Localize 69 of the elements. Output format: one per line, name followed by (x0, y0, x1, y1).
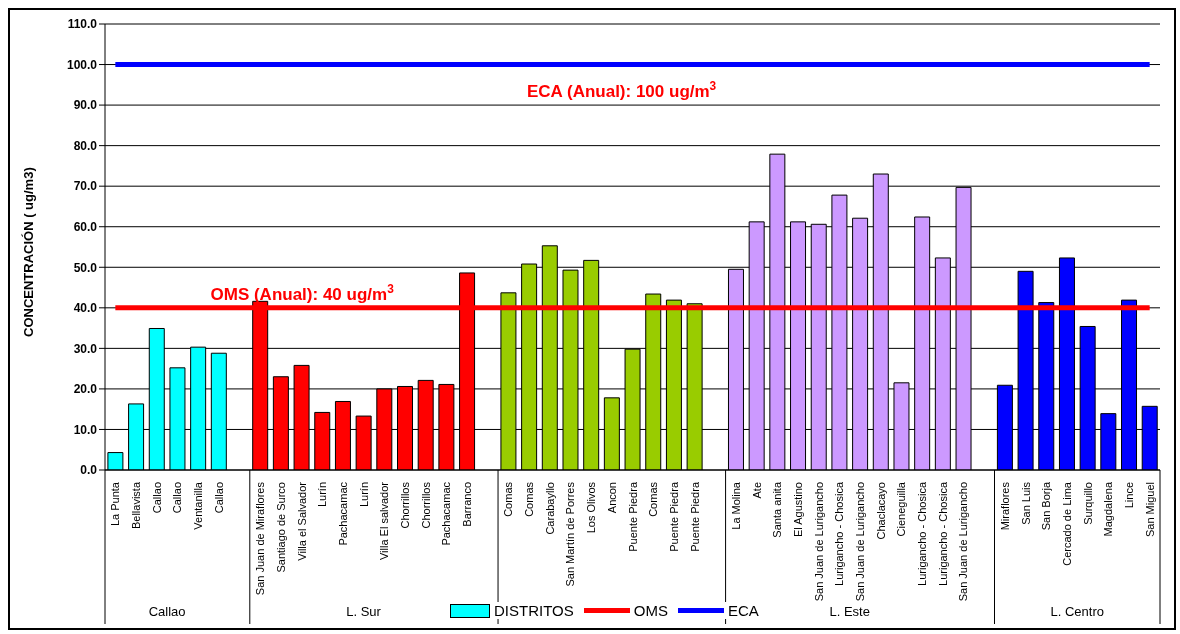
y-tick-label: 30.0 (73, 341, 98, 356)
x-tick-label: Lurigancho - Chosica (833, 481, 846, 586)
x-tick-label: Villa el Salvador (295, 481, 308, 561)
x-tick-label: Callao (171, 482, 184, 514)
x-tick-label: Carabayllo (543, 482, 556, 535)
x-tick-label: Santa anita (771, 481, 784, 538)
x-tick-label: La Punta (109, 481, 122, 527)
x-tick-label: Villa El salvador (378, 481, 391, 561)
x-tick-label: San Juan de Miraflores (254, 481, 267, 596)
y-tick-label: 10.0 (73, 422, 98, 437)
y-tick-label: 20.0 (73, 382, 98, 397)
y-tick-label: 50.0 (73, 260, 98, 275)
x-tick-label: Puente Piedra (667, 481, 680, 552)
x-tick-label: El Agustino (791, 482, 804, 538)
x-tick-label: San Borja (1040, 481, 1053, 531)
legend-label: DISTRITOS (494, 602, 574, 619)
x-tick-label: San Juan de Lurigancho (812, 482, 825, 602)
x-tick-label: San Juan de Lurigancho (957, 482, 970, 602)
legend-label: ECA (727, 602, 759, 619)
text: L. Este (829, 604, 870, 619)
text: L. Sur (346, 604, 382, 619)
x-tick-label: Magdalena (1102, 481, 1115, 537)
x-tick-label: Miraflores (998, 481, 1011, 531)
y-tick-label: 0.0 (80, 463, 98, 478)
text: L. Centro (1050, 604, 1104, 619)
y-tick-label: 70.0 (73, 179, 98, 194)
x-tick-label: Pachacamac (336, 481, 349, 546)
x-tick-label: Ate (750, 482, 763, 499)
x-tick-label: Lurigancho - Chosica (916, 481, 929, 586)
legend-label: OMS (633, 602, 668, 619)
x-tick-label: Chorrillos (419, 481, 432, 529)
y-tick-label: 60.0 (73, 219, 98, 234)
x-tick-label: Puente Piedra (688, 481, 701, 552)
x-tick-label: Callao (212, 482, 225, 514)
x-tick-label: Comas (523, 481, 536, 517)
annotation: ECA (Anual): 100 ug/m$^{3}$ (527, 78, 717, 101)
x-tick-label: Lurín (316, 482, 329, 508)
x-tick-label: Comas (647, 481, 660, 517)
x-tick-label: Ancon (605, 482, 618, 514)
x-tick-label: San Martín de Porres (564, 481, 577, 587)
y-tick-label: 100.0 (66, 57, 98, 72)
x-tick-label: Chaclacayo (874, 482, 887, 540)
x-tick-label: Cercado de Lima (1060, 481, 1073, 566)
y-tick-label: 40.0 (73, 301, 98, 316)
x-tick-label: Lurigancho - Chosica (936, 481, 949, 586)
x-tick-label: Cieneguilla (895, 481, 908, 537)
x-tick-label: Comas (502, 481, 515, 517)
x-tick-label: Lince (1122, 482, 1135, 509)
x-tick-label: La Molina (729, 481, 742, 530)
text: Callao (148, 604, 186, 619)
x-tick-label: San Juan de Lurigancho (854, 482, 867, 602)
annotation: OMS (Anual): 40 ug/m$^{3}$ (210, 281, 395, 304)
x-tick-label: Pachacamac (440, 481, 453, 546)
y-tick-label: 110.0 (67, 17, 98, 32)
y-tick-label: 80.0 (73, 138, 98, 153)
y-axis-title: CONCENTRACIÓN ( ug/m3) (20, 167, 36, 337)
x-tick-label: Surquillo (1081, 482, 1094, 525)
x-tick-label: Ventanilla (192, 481, 205, 530)
x-tick-label: Callao (150, 482, 163, 514)
x-tick-label: Santiago de Surco (274, 482, 287, 573)
x-tick-label: Chorrillos (398, 481, 411, 529)
x-tick-label: Bellavista (130, 481, 143, 530)
x-tick-label: San Luis (1019, 481, 1032, 525)
x-tick-label: San Miguel (1143, 482, 1156, 538)
x-tick-label: Los Olivos (585, 481, 598, 534)
x-tick-label: Barranco (461, 482, 474, 527)
x-tick-label: Puente Piedra (626, 481, 639, 552)
y-tick-label: 90.0 (73, 98, 98, 113)
x-tick-label: Lurín (357, 482, 370, 508)
